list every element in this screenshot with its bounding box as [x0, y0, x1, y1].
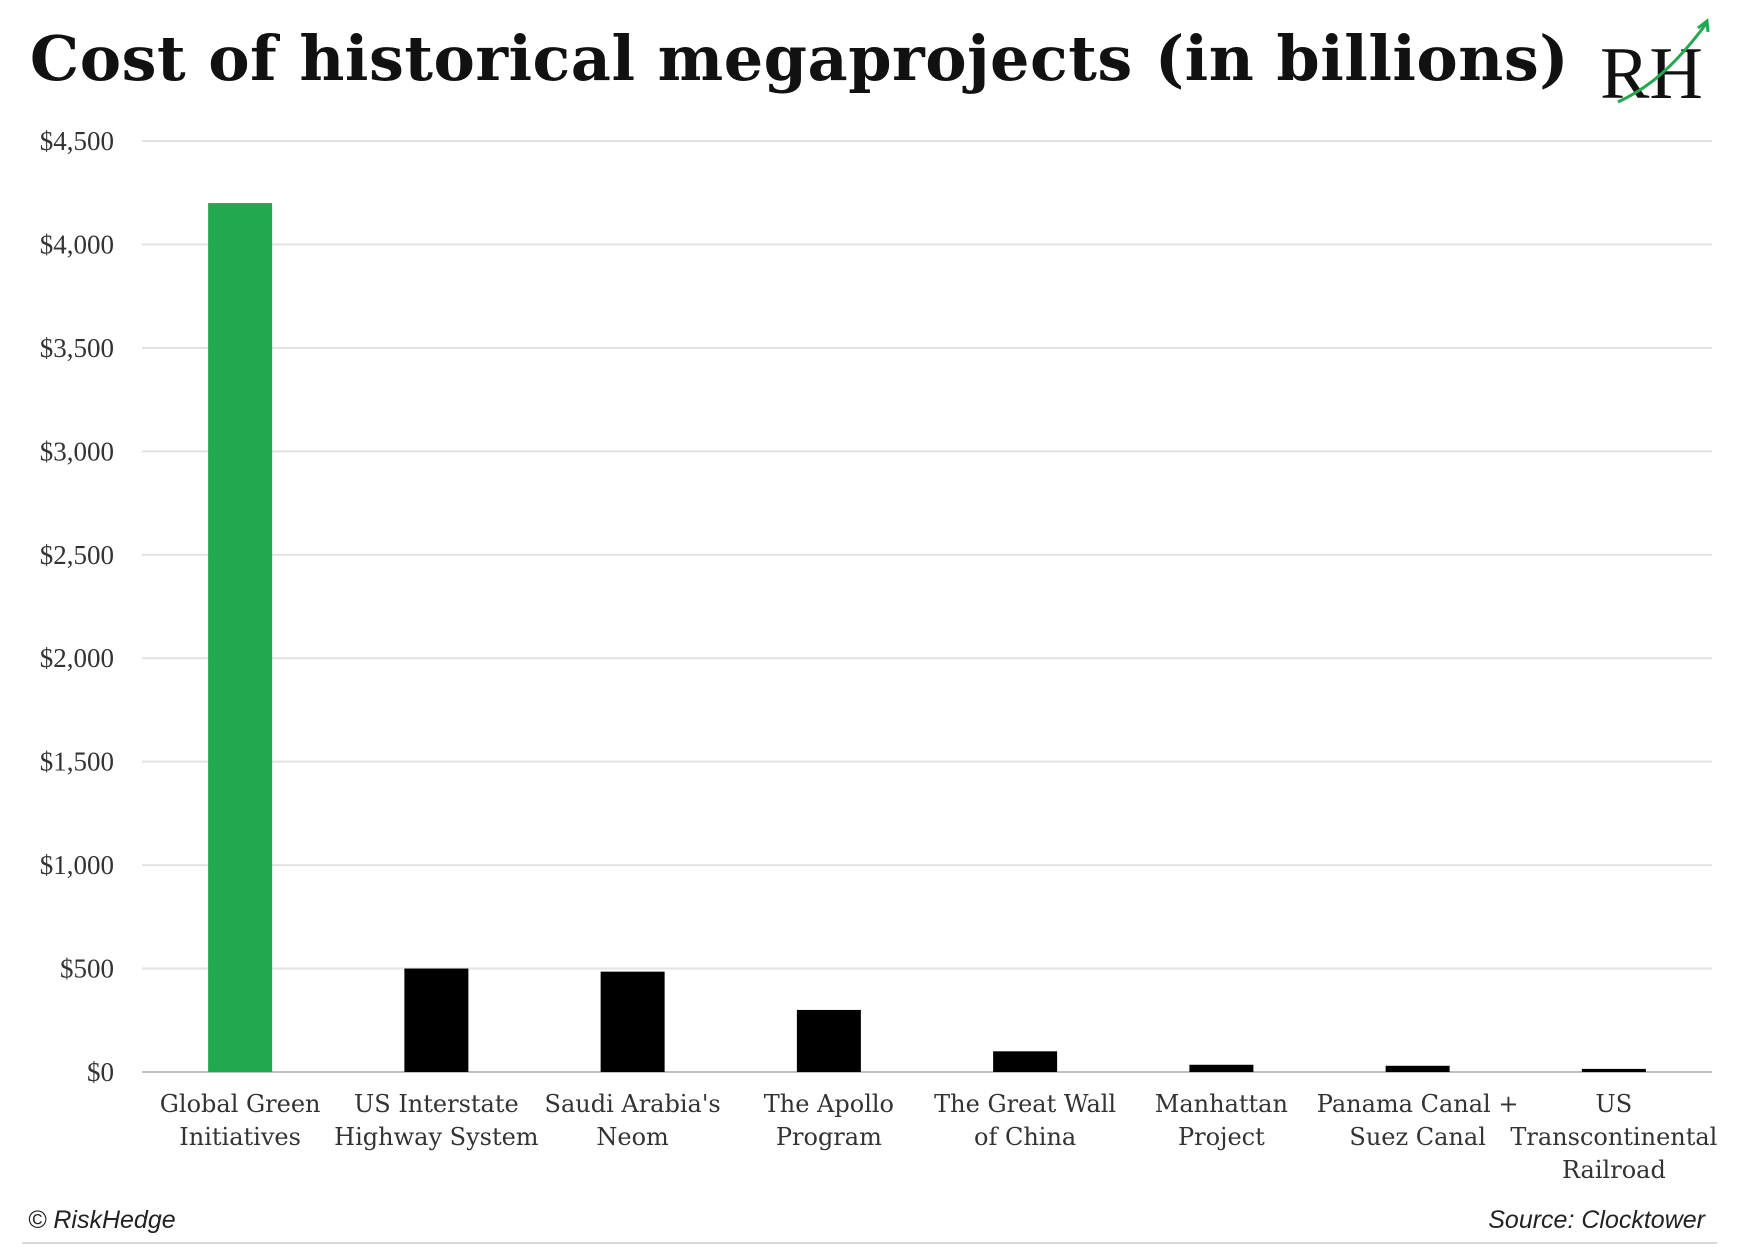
bars	[208, 203, 1646, 1073]
bar	[404, 968, 469, 1072]
y-tick-label: $3,500	[40, 333, 114, 363]
source-text: Source: Clocktower	[1488, 1206, 1705, 1234]
y-tick-label: $2,000	[40, 643, 114, 673]
x-tick-label: Manhattan Project	[1155, 1090, 1288, 1151]
bar	[208, 203, 273, 1073]
footer-divider	[22, 1242, 1717, 1244]
y-tick-label: $0	[87, 1057, 114, 1087]
x-tick-label: The Apollo Program	[764, 1090, 894, 1151]
logo-swoosh	[1617, 23, 1708, 104]
bar	[993, 1051, 1058, 1072]
y-tick-label: $4,000	[40, 229, 114, 259]
chart-title: Cost of historical megaprojects (in bill…	[29, 22, 1570, 95]
logo-text: RH	[1600, 33, 1703, 108]
y-tick-label: $1,000	[40, 850, 114, 880]
bar	[600, 971, 665, 1072]
y-tick-label: $2,500	[40, 540, 114, 570]
riskhedge-logo: RH	[1600, 18, 1710, 108]
x-tick-label: US Transcontinental Railroad	[1510, 1090, 1717, 1184]
bar	[1189, 1064, 1254, 1072]
bar-chart: $0 $500 $1,000 $1,500 $2,000 $2,500 $3,000 $3,5…	[40, 126, 1718, 1184]
x-tick-label: US Interstate Highway System	[334, 1090, 539, 1151]
y-tick-label: $500	[60, 954, 114, 984]
bar	[1581, 1068, 1646, 1072]
x-tick-label: Saudi Arabia's Neom	[545, 1090, 721, 1151]
logo-arrow-icon	[1697, 18, 1710, 33]
x-tick-label: The Great Wall of China	[934, 1090, 1116, 1151]
copyright-text: © RiskHedge	[28, 1206, 176, 1234]
y-axis-ticks: $0 $500 $1,000 $1,500 $2,000 $2,500 $3,000 $3,5…	[40, 126, 114, 1087]
y-tick-label: $3,000	[40, 436, 114, 466]
x-tick-label: Panama Canal + Suez Canal	[1317, 1090, 1519, 1151]
gridlines	[142, 140, 1712, 1073]
y-tick-label: $4,500	[40, 126, 114, 156]
y-tick-label: $1,500	[40, 747, 114, 777]
x-tick-label: Global Green Initiatives	[160, 1090, 321, 1151]
bar	[1385, 1065, 1450, 1072]
bar	[796, 1009, 861, 1072]
